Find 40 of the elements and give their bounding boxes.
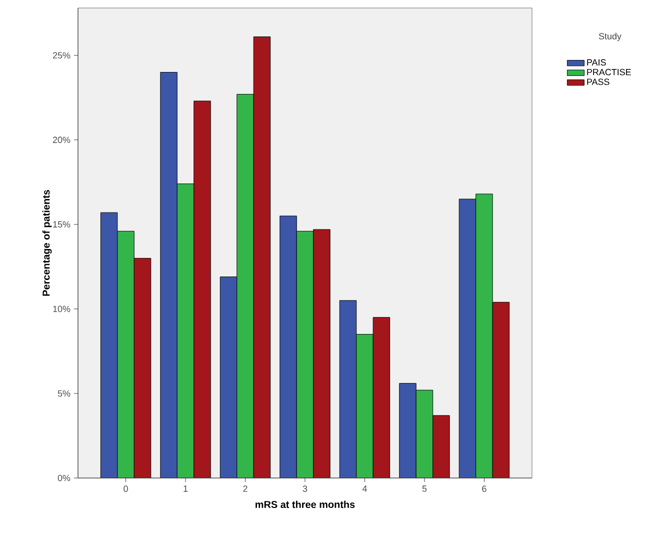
x-tick-label: 6 (482, 486, 486, 492)
bar (356, 334, 374, 478)
bar (296, 231, 314, 478)
x-tick-label: 4 (362, 486, 367, 492)
bar (476, 194, 493, 478)
bar (194, 100, 211, 478)
y-tick-label: 0% (58, 474, 70, 482)
bar (416, 390, 433, 478)
y-tick-label: 15% (53, 221, 70, 228)
bar (340, 300, 356, 478)
bar (399, 383, 416, 478)
bar (313, 229, 330, 478)
y-tick-label: 20% (52, 136, 70, 144)
bar (220, 276, 237, 478)
bar (236, 94, 254, 478)
bar (177, 184, 194, 478)
bar (492, 302, 510, 478)
legend-label: PRACTISE (587, 68, 631, 76)
legend-title: Study (598, 32, 622, 42)
bar (280, 216, 297, 478)
bar (432, 415, 450, 478)
y-axis-title: Percentage of patients (42, 190, 52, 296)
legend-label: PAIS (587, 59, 606, 66)
bar (373, 317, 390, 478)
y-tick-label: 5% (58, 390, 70, 397)
y-tick-label: 25% (52, 52, 70, 59)
x-tick-label: 1 (184, 486, 188, 492)
bar (254, 36, 270, 478)
x-tick-label: 2 (243, 486, 248, 492)
x-tick-label: 3 (302, 486, 308, 492)
bar (117, 231, 134, 478)
x-axis-title: mRS at three months (256, 500, 355, 508)
legend-label: PASS (587, 78, 610, 86)
bar (160, 72, 178, 478)
y-tick-label: 10% (53, 306, 70, 312)
bar (458, 198, 476, 478)
bar (100, 212, 118, 478)
x-tick-label: 0 (124, 486, 128, 492)
bar (134, 258, 151, 478)
x-tick-label: 5 (422, 486, 427, 492)
